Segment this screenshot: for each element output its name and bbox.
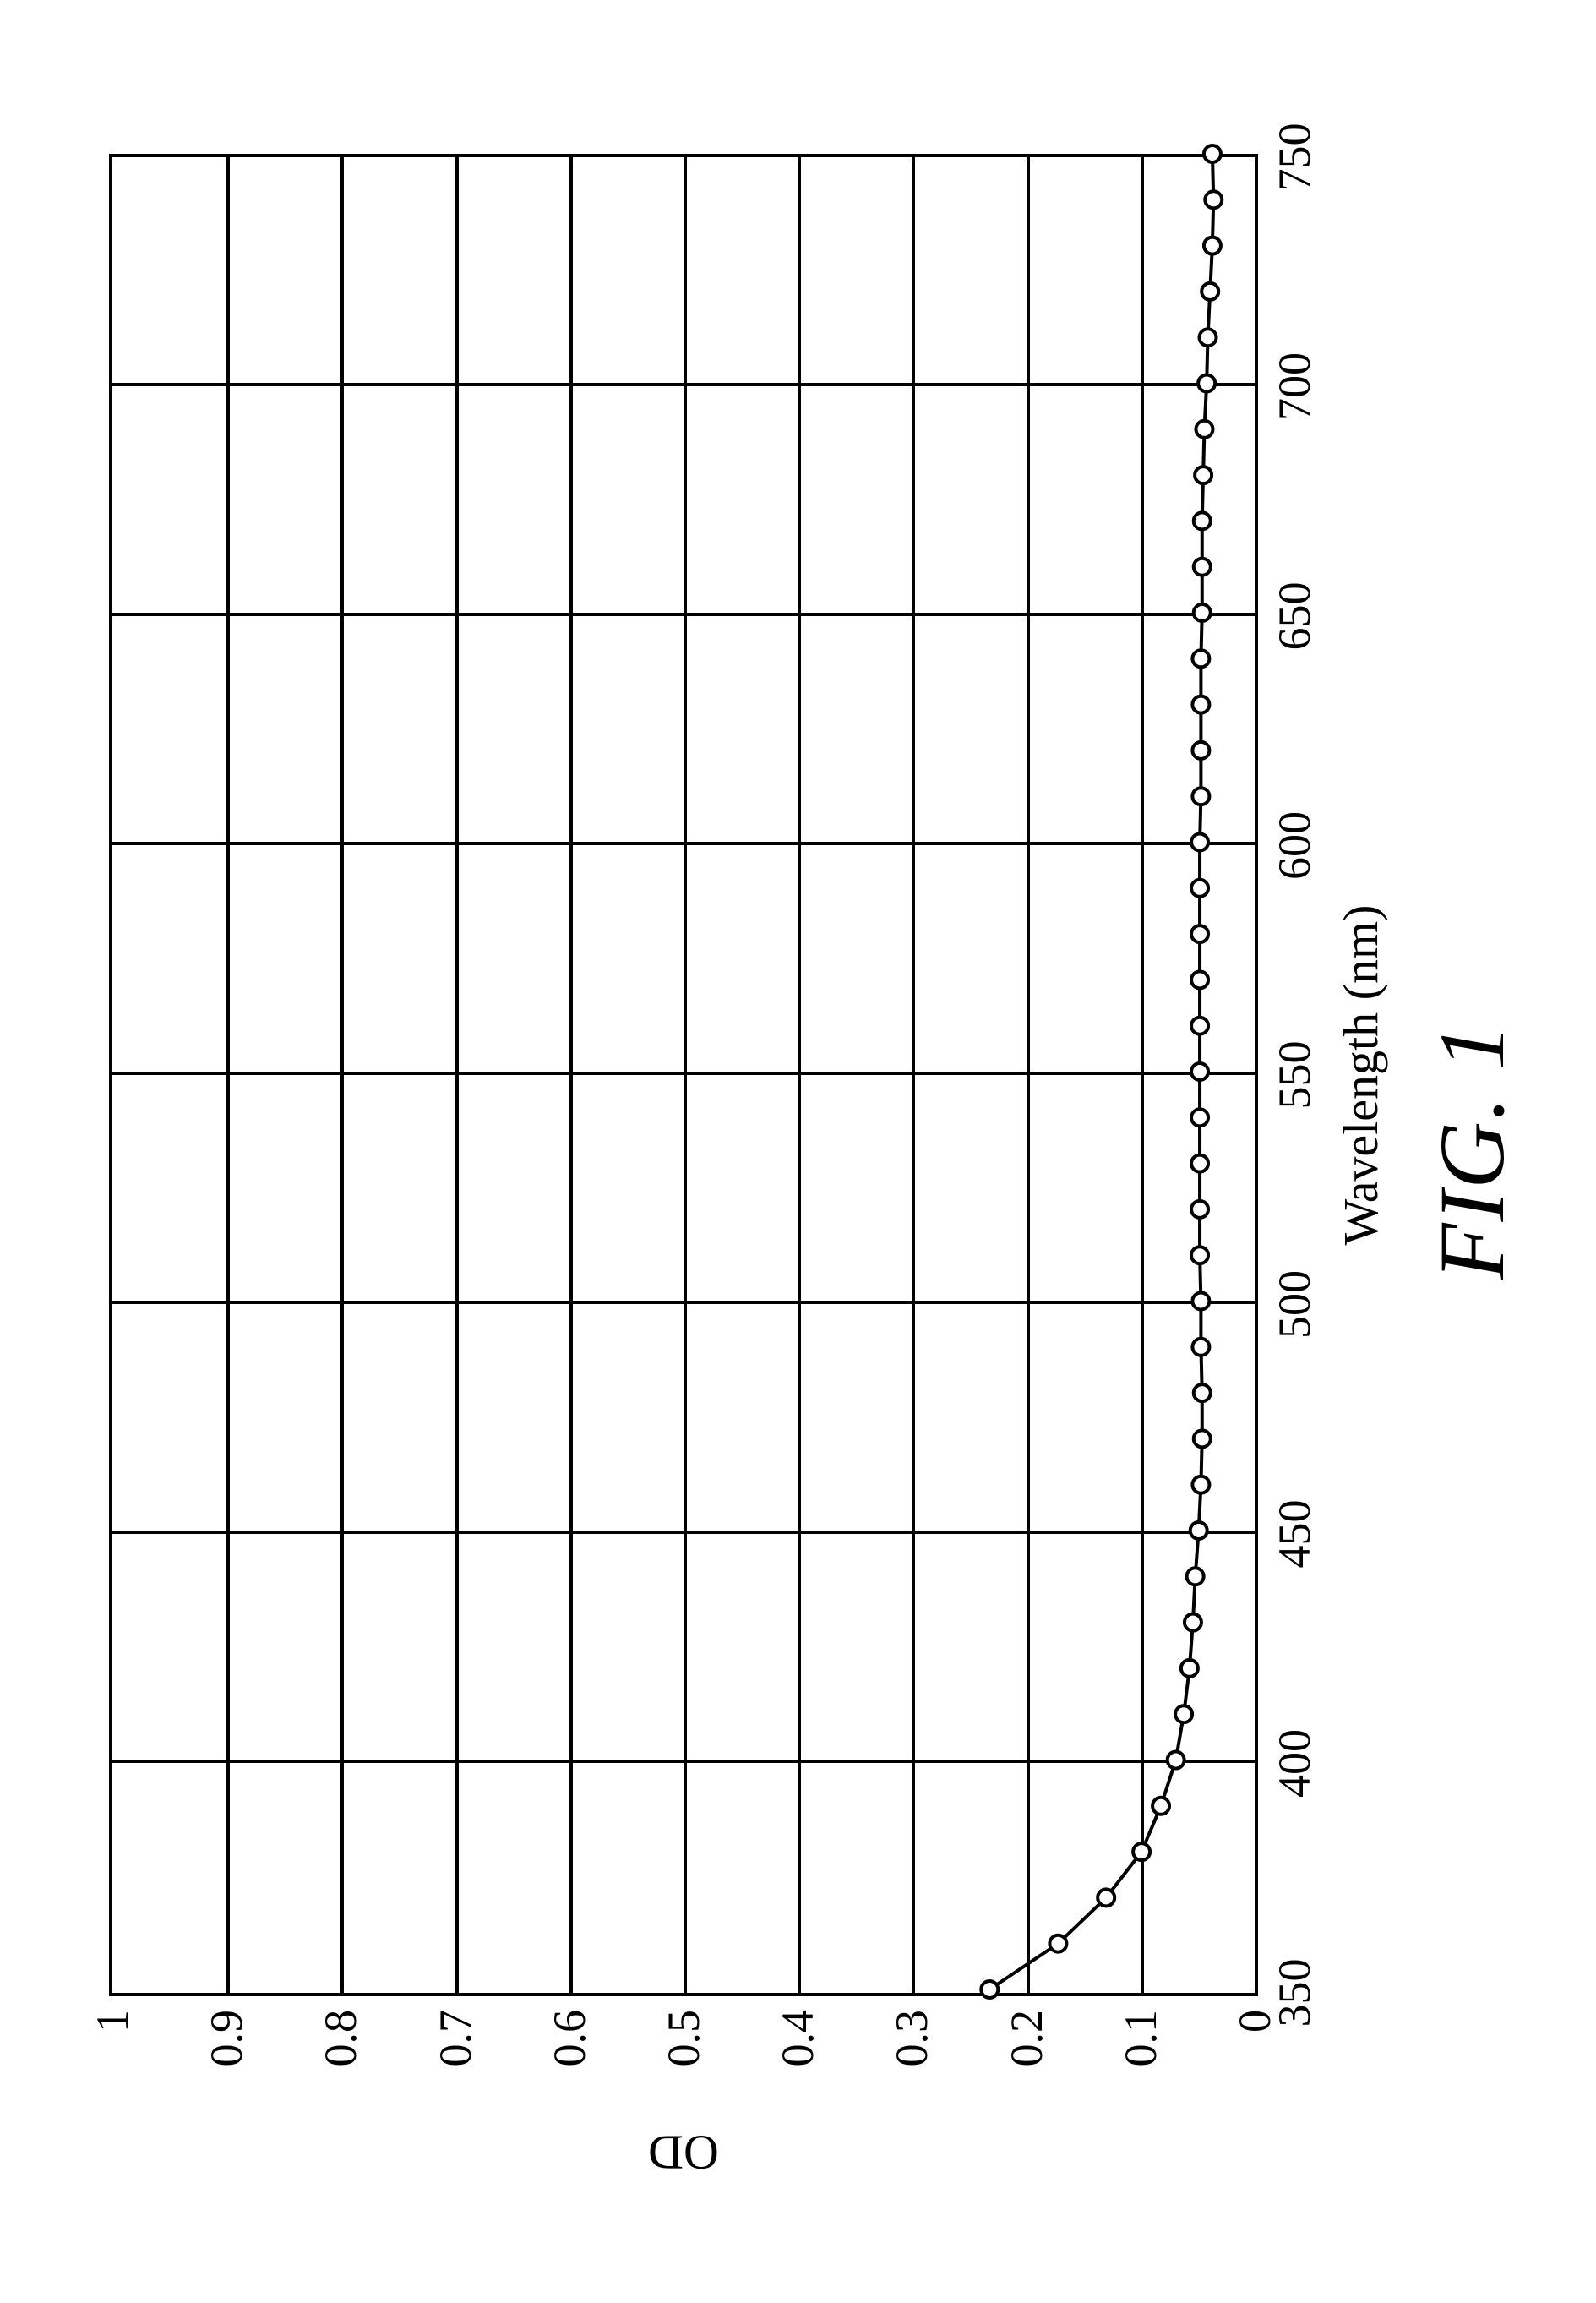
series-marker bbox=[1195, 467, 1212, 483]
series-marker bbox=[1194, 1384, 1211, 1401]
chart-series-layer bbox=[116, 154, 1258, 1989]
series-marker bbox=[1181, 1660, 1198, 1677]
y-axis-title: OD bbox=[648, 2125, 719, 2181]
figure-caption-text: FIG. 1 bbox=[1420, 1022, 1523, 1280]
series-marker bbox=[1185, 1614, 1201, 1631]
series-marker bbox=[1133, 1843, 1150, 1860]
series-marker bbox=[1194, 559, 1211, 576]
x-tick-labels: 350400450500550600650700750 bbox=[1258, 154, 1326, 1996]
series-marker bbox=[1192, 788, 1209, 805]
series-marker bbox=[1194, 512, 1211, 529]
x-tick-label: 700 bbox=[1268, 352, 1321, 421]
series-marker bbox=[1175, 1705, 1192, 1722]
series-marker bbox=[1204, 237, 1221, 254]
y-tick-label: 0.7 bbox=[429, 2010, 482, 2067]
series-marker bbox=[1205, 191, 1222, 208]
x-axis-title: Wavelength (nm) bbox=[1332, 905, 1389, 1246]
x-tick-label: 600 bbox=[1268, 811, 1321, 880]
y-axis-label-text: OD bbox=[648, 2126, 719, 2180]
x-tick-label: 450 bbox=[1268, 1500, 1321, 1569]
figure-wrapper: 00.10.20.30.40.50.60.70.80.91 3504004505… bbox=[798, 0, 1596, 1151]
series-marker bbox=[1168, 1752, 1185, 1769]
series-marker bbox=[1194, 1430, 1211, 1447]
y-tick-label: 0.5 bbox=[657, 2010, 710, 2067]
series-marker bbox=[1191, 834, 1208, 851]
figure-caption: FIG. 1 bbox=[1419, 1022, 1526, 1280]
x-tick-label: 550 bbox=[1268, 1041, 1321, 1110]
series-marker bbox=[1192, 1293, 1209, 1310]
y-tick-label: 0.6 bbox=[543, 2010, 596, 2067]
series-marker bbox=[1049, 1935, 1066, 1952]
series-marker bbox=[981, 1981, 998, 1998]
series-marker bbox=[1191, 1018, 1208, 1034]
series-marker bbox=[1191, 1063, 1208, 1080]
series-marker bbox=[1191, 1201, 1208, 1218]
series-marker bbox=[1192, 650, 1209, 667]
y-tick-label: 0.4 bbox=[771, 2010, 824, 2067]
y-tick-label: 0.3 bbox=[885, 2010, 938, 2067]
series-marker bbox=[1187, 1568, 1204, 1585]
page: 00.10.20.30.40.50.60.70.80.91 3504004505… bbox=[0, 0, 1596, 2303]
figure: 00.10.20.30.40.50.60.70.80.91 3504004505… bbox=[75, 95, 1520, 2207]
x-tick-label: 350 bbox=[1268, 1959, 1321, 2027]
series-marker bbox=[1201, 283, 1218, 300]
series-marker bbox=[1098, 1889, 1114, 1906]
chart-plot-area bbox=[109, 154, 1258, 1996]
series-marker bbox=[1204, 145, 1221, 162]
series-marker bbox=[1191, 1155, 1208, 1172]
series-marker bbox=[1196, 421, 1212, 438]
series-marker bbox=[1152, 1798, 1169, 1815]
x-tick-label: 650 bbox=[1268, 582, 1321, 651]
x-axis-label-text: Wavelength (nm) bbox=[1333, 905, 1388, 1246]
y-tick-label: 0.1 bbox=[1114, 2010, 1167, 2067]
series-marker bbox=[1198, 375, 1215, 392]
series-marker bbox=[1200, 329, 1217, 346]
series-marker bbox=[1191, 1109, 1208, 1126]
series-marker bbox=[1191, 971, 1208, 988]
y-tick-label: 0.9 bbox=[200, 2010, 253, 2067]
series-marker bbox=[1192, 1339, 1209, 1356]
x-tick-label: 750 bbox=[1268, 123, 1321, 192]
series-marker bbox=[1191, 880, 1208, 897]
x-tick-label: 400 bbox=[1268, 1729, 1321, 1798]
y-tick-label: 0.8 bbox=[314, 2010, 367, 2067]
series-marker bbox=[1190, 1522, 1207, 1539]
series-marker bbox=[1194, 604, 1211, 621]
y-tick-label: 0.2 bbox=[1000, 2010, 1053, 2067]
series-marker bbox=[1192, 696, 1209, 713]
series-marker bbox=[1192, 1476, 1209, 1493]
y-tick-label: 1 bbox=[86, 2010, 139, 2033]
x-tick-label: 500 bbox=[1268, 1270, 1321, 1339]
series-marker bbox=[1191, 925, 1208, 942]
series-marker bbox=[1192, 742, 1209, 759]
series-marker bbox=[1191, 1247, 1208, 1263]
